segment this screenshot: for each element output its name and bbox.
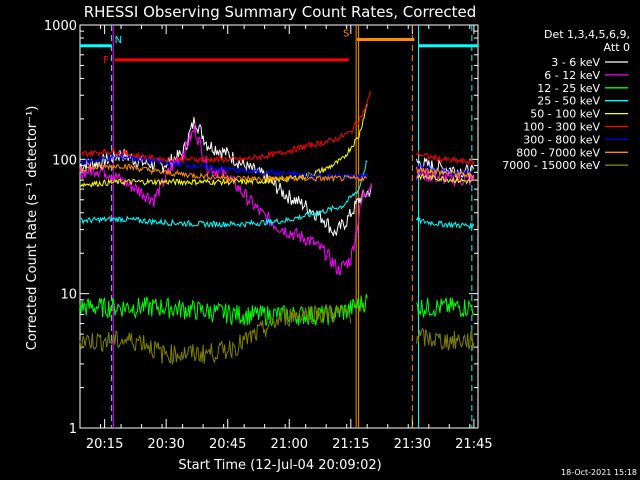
x-axis-label: Start Time (12-Jul-04 20:09:02) [178,458,381,473]
series-line [79,117,372,237]
series-line [79,304,352,365]
x-tick-label: 21:00 [271,437,308,452]
y-tick-label: 100 [52,153,77,168]
annotation-s: S [343,28,349,39]
x-tick-label: 20:30 [147,437,184,452]
annotation-f: F [103,55,109,66]
series-line [416,150,475,167]
series-line [80,90,372,164]
plot-frame [79,24,479,429]
legend-label: 25 - 50 keV [537,95,600,108]
series-line [416,216,475,231]
legend-label: 6 - 12 keV [544,69,600,82]
legend-label: 12 - 25 keV [537,82,600,95]
x-tick-label: 21:45 [455,437,492,452]
legend-label: 100 - 300 keV [523,121,600,134]
x-tick-label: 21:15 [332,437,369,452]
legend-label: 300 - 800 keV [523,133,600,146]
series-line [416,166,475,187]
series-line [416,172,474,185]
series-line [416,327,475,351]
series-line [416,297,475,318]
series-line [79,293,368,327]
legend-label: 800 - 7000 keV [516,146,600,159]
x-tick-label: 21:30 [394,437,431,452]
x-tick-label: 20:15 [86,437,123,452]
series-line [79,160,368,229]
y-tick-label: 1000 [44,19,77,34]
plot-area: 1 10 100 1000 20:15 20:30 20:45 21:00 21:15 21:30… [44,19,493,452]
legend-label: 3 - 6 keV [551,56,600,69]
chart-title: RHESSI Observing Summary Count Rates, Co… [84,3,477,21]
legend-label: 50 - 100 keV [530,108,600,121]
y-axis-label: Corrected Count Rate (s⁻¹ detector⁻¹) [25,106,40,351]
y-tick-label: 10 [60,288,77,303]
legend-label: 7000 - 15000 keV [502,159,600,172]
series-line [416,165,475,180]
series-line [416,163,475,177]
series-line [79,162,368,184]
x-tick-label: 20:45 [209,437,246,452]
series-line [79,123,372,276]
footer-date: 18-Oct-2021 15:18 [561,468,637,477]
series-line [79,104,368,188]
legend-header-line2: Att 0 [604,41,630,54]
legend-header-line1: Det 1,3,4,5,6,9, [544,28,630,41]
annotation-n: N [115,35,122,46]
y-tick-label: 1 [69,422,77,437]
